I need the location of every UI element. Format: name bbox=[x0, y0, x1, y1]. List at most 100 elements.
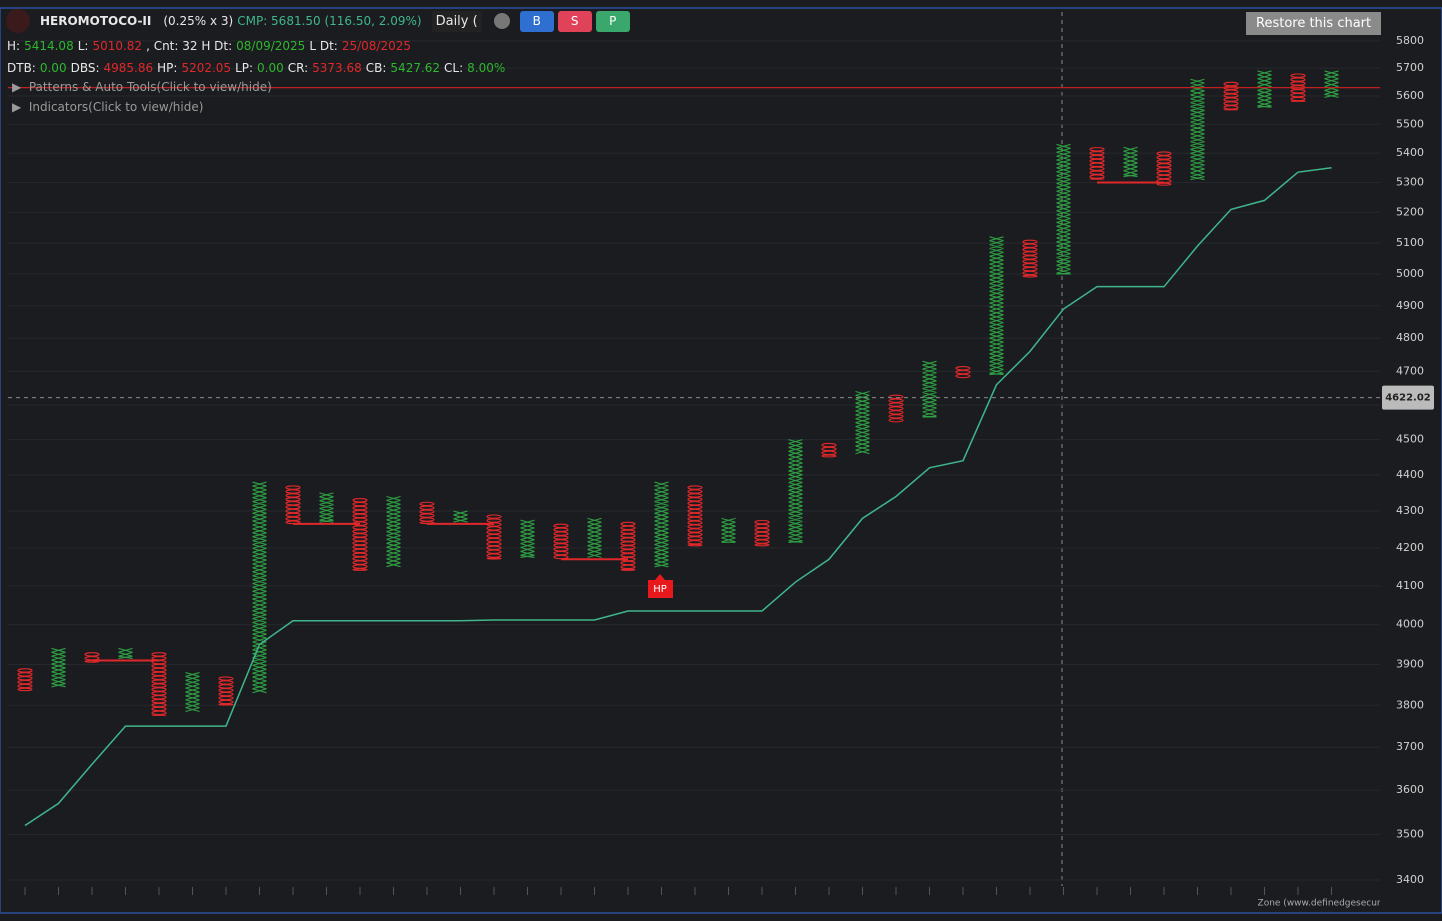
x-column: X bbox=[252, 481, 267, 694]
interval[interactable]: Daily ( bbox=[431, 10, 482, 32]
stat: LP: bbox=[235, 61, 254, 75]
o-column: O bbox=[486, 514, 502, 560]
toggle-label: Patterns & Auto Tools(Click to view/hide… bbox=[28, 80, 272, 94]
stat: CR: bbox=[287, 61, 309, 75]
x-column: X bbox=[788, 439, 803, 543]
o-column: O bbox=[620, 521, 636, 571]
y-tick-label: 4300 bbox=[1396, 504, 1424, 517]
o-column: O bbox=[687, 485, 703, 547]
x-column: X bbox=[587, 517, 602, 558]
o-column: O bbox=[352, 498, 368, 571]
stat: 5010.82 bbox=[92, 39, 143, 53]
o-column: O bbox=[888, 394, 904, 423]
cmp: CMP: 5681.50 (116.50, 2.09%) bbox=[237, 14, 422, 28]
stat: DTB: bbox=[7, 61, 36, 75]
o-column: O bbox=[955, 366, 971, 379]
o-column: O bbox=[151, 652, 167, 716]
x-column: X bbox=[319, 492, 334, 523]
x-column: X bbox=[989, 236, 1004, 376]
y-tick-label: 5400 bbox=[1396, 146, 1424, 159]
stats-row: H: 5414.08 L: 5010.82, Cnt: 32 H Dt: 08/09/2… bbox=[7, 39, 415, 53]
crosshair-badge bbox=[1382, 385, 1434, 410]
stats-row: DTB: 0.00 DBS: 4985.86 HP: 5202.05 LP: 0.00 CR: 5… bbox=[7, 61, 509, 75]
stat: 08/09/2025 bbox=[236, 39, 306, 53]
toolbar: HEROMOTOCO-II (0.25% x 3) CMP: 5681.50 (… bbox=[6, 9, 638, 33]
stat: , Cnt: 32 H Dt: bbox=[146, 39, 233, 53]
y-tick-label: 4900 bbox=[1396, 299, 1424, 312]
y-tick-label: 4000 bbox=[1396, 618, 1424, 631]
y-tick-label: 3700 bbox=[1396, 740, 1424, 753]
toggle[interactable]: ▶ Indicators(Click to view/hide) bbox=[12, 100, 204, 114]
stat: 5414.08 bbox=[24, 39, 74, 53]
hp-label: HP bbox=[653, 584, 667, 595]
crosshair-label: 4622.02 bbox=[1385, 393, 1431, 404]
y-tick-label: 5700 bbox=[1396, 61, 1424, 74]
logo bbox=[6, 9, 30, 33]
x-column: X bbox=[654, 481, 669, 568]
x-column: X bbox=[1190, 78, 1205, 181]
x-column: X bbox=[520, 519, 535, 558]
y-tick-label: 3900 bbox=[1396, 657, 1424, 670]
stat: L: bbox=[77, 39, 89, 53]
o-column: O bbox=[218, 676, 234, 706]
y-tick-label: 4200 bbox=[1396, 541, 1424, 554]
stat: 5427.62 bbox=[390, 61, 441, 75]
stat: CB: bbox=[365, 61, 387, 75]
y-tick-label: 4400 bbox=[1396, 468, 1424, 481]
stat: 0.00 bbox=[39, 61, 67, 75]
axis-panel bbox=[1380, 10, 1440, 910]
y-tick-label: 3800 bbox=[1396, 698, 1424, 711]
stat: HP: bbox=[157, 61, 178, 75]
settings[interactable] bbox=[493, 13, 510, 29]
x-column: X bbox=[1123, 146, 1138, 178]
y-tick-label: 3400 bbox=[1396, 873, 1424, 886]
stat: 5202.05 bbox=[181, 61, 232, 75]
o-column: O bbox=[553, 523, 569, 560]
o-column: O bbox=[754, 519, 770, 547]
y-tick-label: 5800 bbox=[1396, 34, 1424, 47]
y-tick-label: 4800 bbox=[1396, 331, 1424, 344]
toggle-label: Indicators(Click to view/hide) bbox=[28, 100, 204, 114]
restore-tooltip[interactable]: Restore this chart bbox=[1246, 12, 1382, 35]
trend-line bbox=[24, 167, 1332, 827]
o-column: O bbox=[821, 442, 837, 458]
y-tick-label: 5000 bbox=[1396, 267, 1424, 280]
x-column: X bbox=[721, 517, 736, 543]
y-tick-label: 4700 bbox=[1396, 364, 1424, 377]
y-tick-label: 3500 bbox=[1396, 828, 1424, 841]
symbol: HEROMOTOCO-II bbox=[40, 14, 152, 28]
y-tick-label: 5200 bbox=[1396, 205, 1424, 218]
y-tick-label: 4100 bbox=[1396, 579, 1424, 592]
action-button[interactable]: S bbox=[557, 10, 592, 32]
stat: 8.00% bbox=[467, 61, 506, 75]
x-column: X bbox=[1257, 70, 1272, 108]
stat: DBS: bbox=[70, 61, 100, 75]
o-column: O bbox=[1022, 239, 1038, 278]
action-button[interactable]: P bbox=[595, 10, 630, 32]
stat: H: bbox=[7, 39, 21, 53]
frame bbox=[0, 7, 1442, 914]
action-button[interactable]: B bbox=[519, 10, 554, 32]
box-size: (0.25% x 3) bbox=[163, 14, 234, 28]
toggle[interactable]: ▶ Patterns & Auto Tools(Click to view/hi… bbox=[12, 80, 272, 94]
x-column: X bbox=[453, 510, 468, 523]
o-column: O bbox=[17, 668, 33, 692]
stat: 5373.68 bbox=[312, 61, 362, 75]
x-column: X bbox=[118, 647, 133, 659]
x-column: X bbox=[855, 390, 870, 455]
y-tick-label: 5600 bbox=[1396, 89, 1424, 102]
x-column: X bbox=[922, 360, 937, 418]
footer: Zone (www.definedgesecurities.com) bbox=[1258, 899, 1425, 909]
y-tick-label: 4500 bbox=[1396, 433, 1424, 446]
stat: L Dt: bbox=[309, 39, 338, 53]
x-column: X bbox=[386, 495, 401, 568]
o-column: O bbox=[419, 501, 435, 525]
y-tick-label: 5300 bbox=[1396, 176, 1424, 189]
stat: CL: bbox=[444, 61, 464, 75]
x-column: X bbox=[1056, 143, 1071, 275]
y-tick-label: 5500 bbox=[1396, 117, 1424, 130]
x-column: X bbox=[1324, 70, 1339, 98]
